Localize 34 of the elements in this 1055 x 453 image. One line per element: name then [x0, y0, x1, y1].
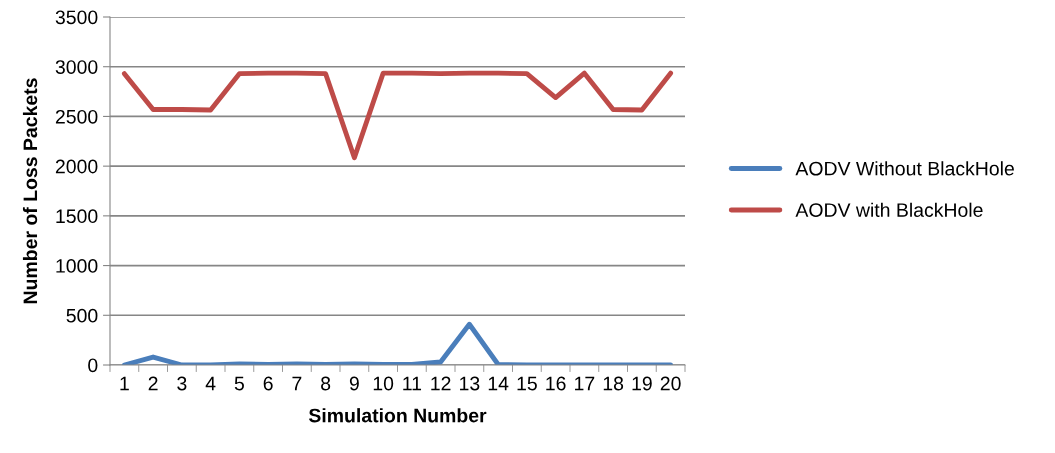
y-tick-label: 3500 [55, 10, 98, 25]
x-tick-label: 17 [575, 376, 595, 391]
y-axis-title: Number of Loss Packets [22, 78, 38, 304]
y-tick-label: 500 [66, 308, 98, 323]
x-tick-label: 9 [349, 376, 359, 391]
line-series [121, 321, 674, 365]
x-tick-label: 20 [660, 376, 681, 391]
x-tick-label: 10 [373, 376, 394, 391]
y-tick-label: 1500 [56, 209, 98, 224]
x-tick-label: 16 [546, 376, 566, 391]
x-tick-label: 14 [488, 376, 509, 391]
x-tick-label: 7 [292, 376, 302, 391]
x-tick-label: 8 [321, 376, 331, 391]
x-tick-label: 15 [517, 376, 537, 391]
x-tick-label: 12 [431, 376, 451, 391]
x-tick-label: 18 [603, 376, 624, 391]
legend-label: AODV with BlackHole [795, 202, 983, 217]
x-tick-label: 11 [403, 376, 422, 391]
y-tick-label: 2500 [55, 109, 98, 124]
x-axis-title: Simulation Number [308, 408, 487, 423]
x-tick-label: 1 [120, 376, 129, 391]
legend-label: AODV Without BlackHole [795, 161, 1014, 176]
x-tick-label: 2 [148, 376, 158, 391]
x-tick-label: 13 [460, 376, 480, 391]
y-tick-label: 2000 [55, 159, 98, 174]
y-tick-label: 0 [88, 358, 98, 373]
x-tick-label: 6 [263, 376, 273, 391]
x-tick-label: 3 [177, 376, 187, 391]
x-tick-label: 4 [205, 376, 216, 391]
x-tick-label: 19 [632, 376, 652, 391]
y-tick-label: 1000 [56, 259, 98, 273]
x-tick-label: 5 [234, 376, 244, 391]
line-series [121, 70, 674, 161]
y-tick-label: 3000 [55, 60, 98, 74]
